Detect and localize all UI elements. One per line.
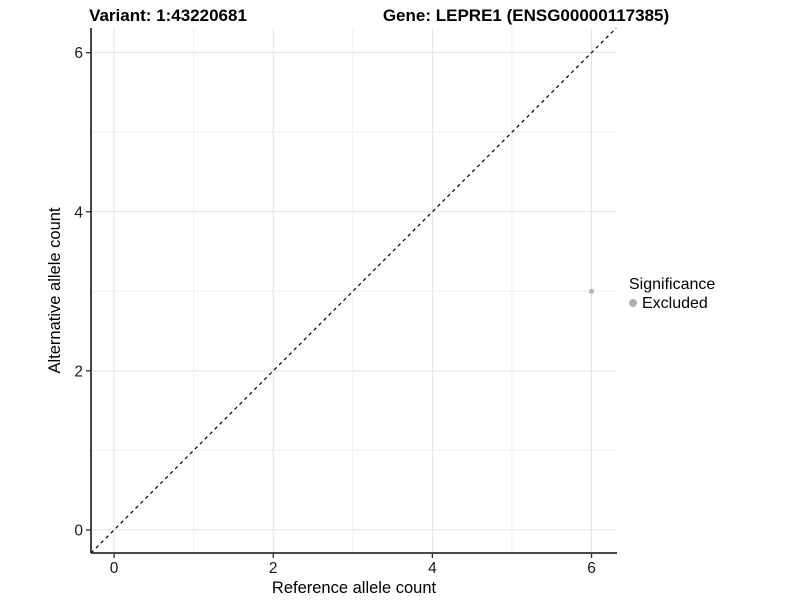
gene-title: Gene: LEPRE1 (ENSG00000117385) xyxy=(382,6,670,25)
data-point-6-3 xyxy=(588,288,595,294)
legend-entry-label: Excluded xyxy=(642,294,708,312)
x-tick-label-6: 6 xyxy=(587,560,596,577)
x-tick-label-2: 2 xyxy=(269,560,278,577)
y-tick-label-0: 0 xyxy=(74,522,83,539)
x-tick-label-4: 4 xyxy=(428,560,437,577)
legend-title: Significance xyxy=(629,276,716,293)
identity-dashed-line xyxy=(90,27,617,554)
y-axis-title: Alternative allele count xyxy=(46,207,64,373)
x-tick-label-0: 0 xyxy=(110,560,119,577)
legend-entry-excluded: Excluded xyxy=(629,294,715,312)
legend: Significance Excluded xyxy=(629,276,716,312)
variant-title: Variant: 1:43220681 xyxy=(89,6,247,25)
y-tick-label-2: 2 xyxy=(74,363,83,380)
x-axis-title: Reference allele count xyxy=(272,579,437,597)
y-tick-label-6: 6 xyxy=(74,45,83,62)
y-tick-label-4: 4 xyxy=(74,204,83,221)
excluded-point-swatch xyxy=(629,299,637,307)
